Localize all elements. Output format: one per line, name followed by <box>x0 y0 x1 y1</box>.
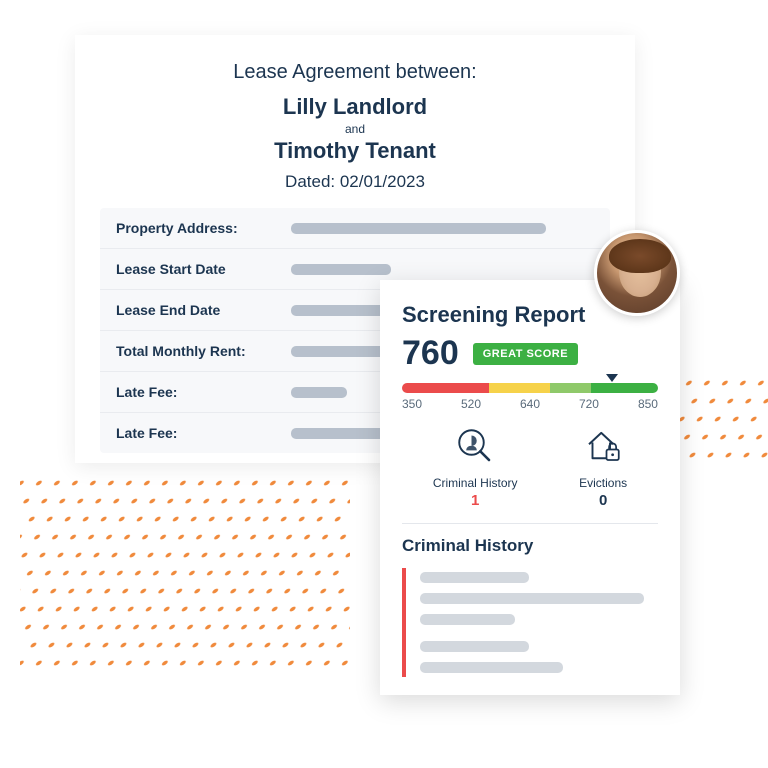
metric-count: 0 <box>579 492 627 509</box>
tick: 850 <box>638 397 658 411</box>
lease-label: Late Fee: <box>116 425 291 441</box>
score-segment-fair <box>489 383 550 393</box>
screening-report-card: Screening Report 760 GREAT SCORE 350 520… <box>380 280 680 695</box>
score-segment-poor <box>402 383 489 393</box>
evictions-metric: Evictions 0 <box>579 425 627 509</box>
placeholder-bar <box>291 264 391 275</box>
dot-pattern-right <box>670 380 768 470</box>
criminal-history-metric: Criminal History 1 <box>433 425 518 509</box>
score-scale <box>402 383 658 393</box>
placeholder-bar <box>291 223 546 234</box>
lease-header: Lease Agreement between: Lilly Landlord … <box>75 61 635 208</box>
lease-label: Total Monthly Rent: <box>116 343 291 359</box>
metric-label: Evictions <box>579 476 627 490</box>
score-caret-icon <box>606 374 618 382</box>
placeholder-bar <box>291 346 391 357</box>
placeholder-bar <box>291 387 347 398</box>
score-segment-good <box>550 383 591 393</box>
metric-label: Criminal History <box>433 476 518 490</box>
tick: 640 <box>520 397 540 411</box>
placeholder-bar <box>420 662 563 673</box>
score-segment-great <box>591 383 658 393</box>
score-row: 760 GREAT SCORE <box>402 334 658 373</box>
score-bar <box>402 383 658 393</box>
lease-label: Lease Start Date <box>116 261 291 277</box>
tenant-name: Timothy Tenant <box>95 138 615 164</box>
lease-title: Lease Agreement between: <box>95 61 615 84</box>
score-badge: GREAT SCORE <box>473 343 578 365</box>
criminal-search-icon <box>454 425 496 467</box>
credit-score: 760 <box>402 334 459 373</box>
lease-label: Late Fee: <box>116 384 291 400</box>
lease-date: Dated: 02/01/2023 <box>95 172 615 192</box>
placeholder-bar <box>420 593 644 604</box>
tenant-avatar <box>594 230 680 316</box>
tick: 350 <box>402 397 422 411</box>
lease-label: Property Address: <box>116 220 291 236</box>
divider <box>402 523 658 524</box>
tick: 520 <box>461 397 481 411</box>
lease-and: and <box>95 122 615 136</box>
metrics-row: Criminal History 1 Evictions 0 <box>402 425 658 509</box>
placeholder-bar <box>420 641 529 652</box>
criminal-history-section-title: Criminal History <box>402 536 658 556</box>
placeholder-bar <box>420 572 529 583</box>
lease-row-property-address: Property Address: <box>100 208 610 249</box>
dot-pattern-left <box>20 480 350 670</box>
placeholder-bar <box>291 305 391 316</box>
criminal-history-block <box>402 568 658 677</box>
landlord-name: Lilly Landlord <box>95 94 615 120</box>
placeholder-bar <box>420 614 515 625</box>
house-lock-icon <box>582 425 624 467</box>
tick: 720 <box>579 397 599 411</box>
lease-label: Lease End Date <box>116 302 291 318</box>
score-ticks: 350 520 640 720 850 <box>402 397 658 411</box>
metric-count: 1 <box>433 492 518 509</box>
